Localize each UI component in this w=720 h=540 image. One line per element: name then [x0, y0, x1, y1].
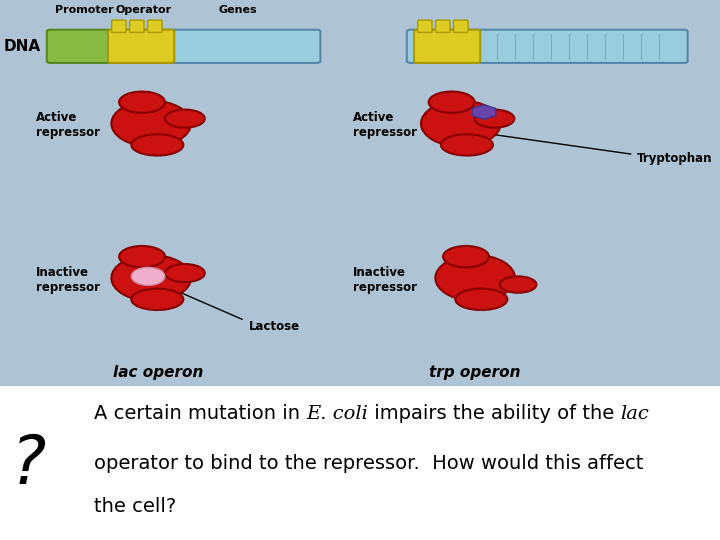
Text: Active
repressor: Active repressor — [36, 111, 100, 139]
Text: Operator: Operator — [116, 5, 172, 15]
Text: lac operon: lac operon — [113, 365, 204, 380]
Ellipse shape — [443, 246, 489, 267]
Ellipse shape — [112, 255, 191, 301]
FancyBboxPatch shape — [112, 30, 320, 63]
Ellipse shape — [131, 134, 184, 156]
Ellipse shape — [436, 255, 515, 301]
FancyBboxPatch shape — [454, 20, 468, 32]
Ellipse shape — [428, 92, 474, 113]
Ellipse shape — [119, 92, 165, 113]
Ellipse shape — [421, 100, 500, 146]
FancyBboxPatch shape — [148, 20, 162, 32]
Ellipse shape — [119, 246, 165, 267]
Text: Inactive
repressor: Inactive repressor — [36, 266, 100, 294]
FancyBboxPatch shape — [112, 20, 126, 32]
Ellipse shape — [474, 110, 514, 127]
Text: the cell?: the cell? — [94, 497, 176, 516]
Text: Lactose: Lactose — [248, 320, 300, 333]
FancyBboxPatch shape — [47, 30, 122, 63]
FancyBboxPatch shape — [414, 30, 480, 63]
Text: impairs the ability of the: impairs the ability of the — [368, 404, 620, 423]
Text: A certain mutation in: A certain mutation in — [94, 404, 306, 423]
Ellipse shape — [441, 134, 493, 156]
Text: Promoter: Promoter — [55, 5, 114, 15]
Text: operator to bind to the repressor.  How would this affect: operator to bind to the repressor. How w… — [94, 454, 643, 472]
Text: Inactive
repressor: Inactive repressor — [353, 266, 417, 294]
FancyBboxPatch shape — [108, 30, 174, 63]
Text: Tryptophan: Tryptophan — [637, 152, 713, 165]
Text: E. coli: E. coli — [306, 405, 368, 423]
Text: ?: ? — [11, 432, 47, 498]
Text: Active
repressor: Active repressor — [353, 111, 417, 139]
Ellipse shape — [165, 264, 204, 282]
Ellipse shape — [500, 276, 536, 293]
Ellipse shape — [131, 289, 184, 310]
FancyBboxPatch shape — [130, 20, 144, 32]
Text: trp operon: trp operon — [429, 365, 521, 380]
FancyBboxPatch shape — [436, 20, 450, 32]
Ellipse shape — [131, 267, 165, 285]
Ellipse shape — [112, 100, 191, 146]
Ellipse shape — [455, 289, 508, 310]
Text: Genes: Genes — [218, 5, 257, 15]
FancyBboxPatch shape — [418, 20, 432, 32]
Text: lac: lac — [620, 405, 649, 423]
FancyBboxPatch shape — [407, 30, 688, 63]
Text: DNA: DNA — [4, 39, 41, 54]
Ellipse shape — [165, 110, 204, 127]
